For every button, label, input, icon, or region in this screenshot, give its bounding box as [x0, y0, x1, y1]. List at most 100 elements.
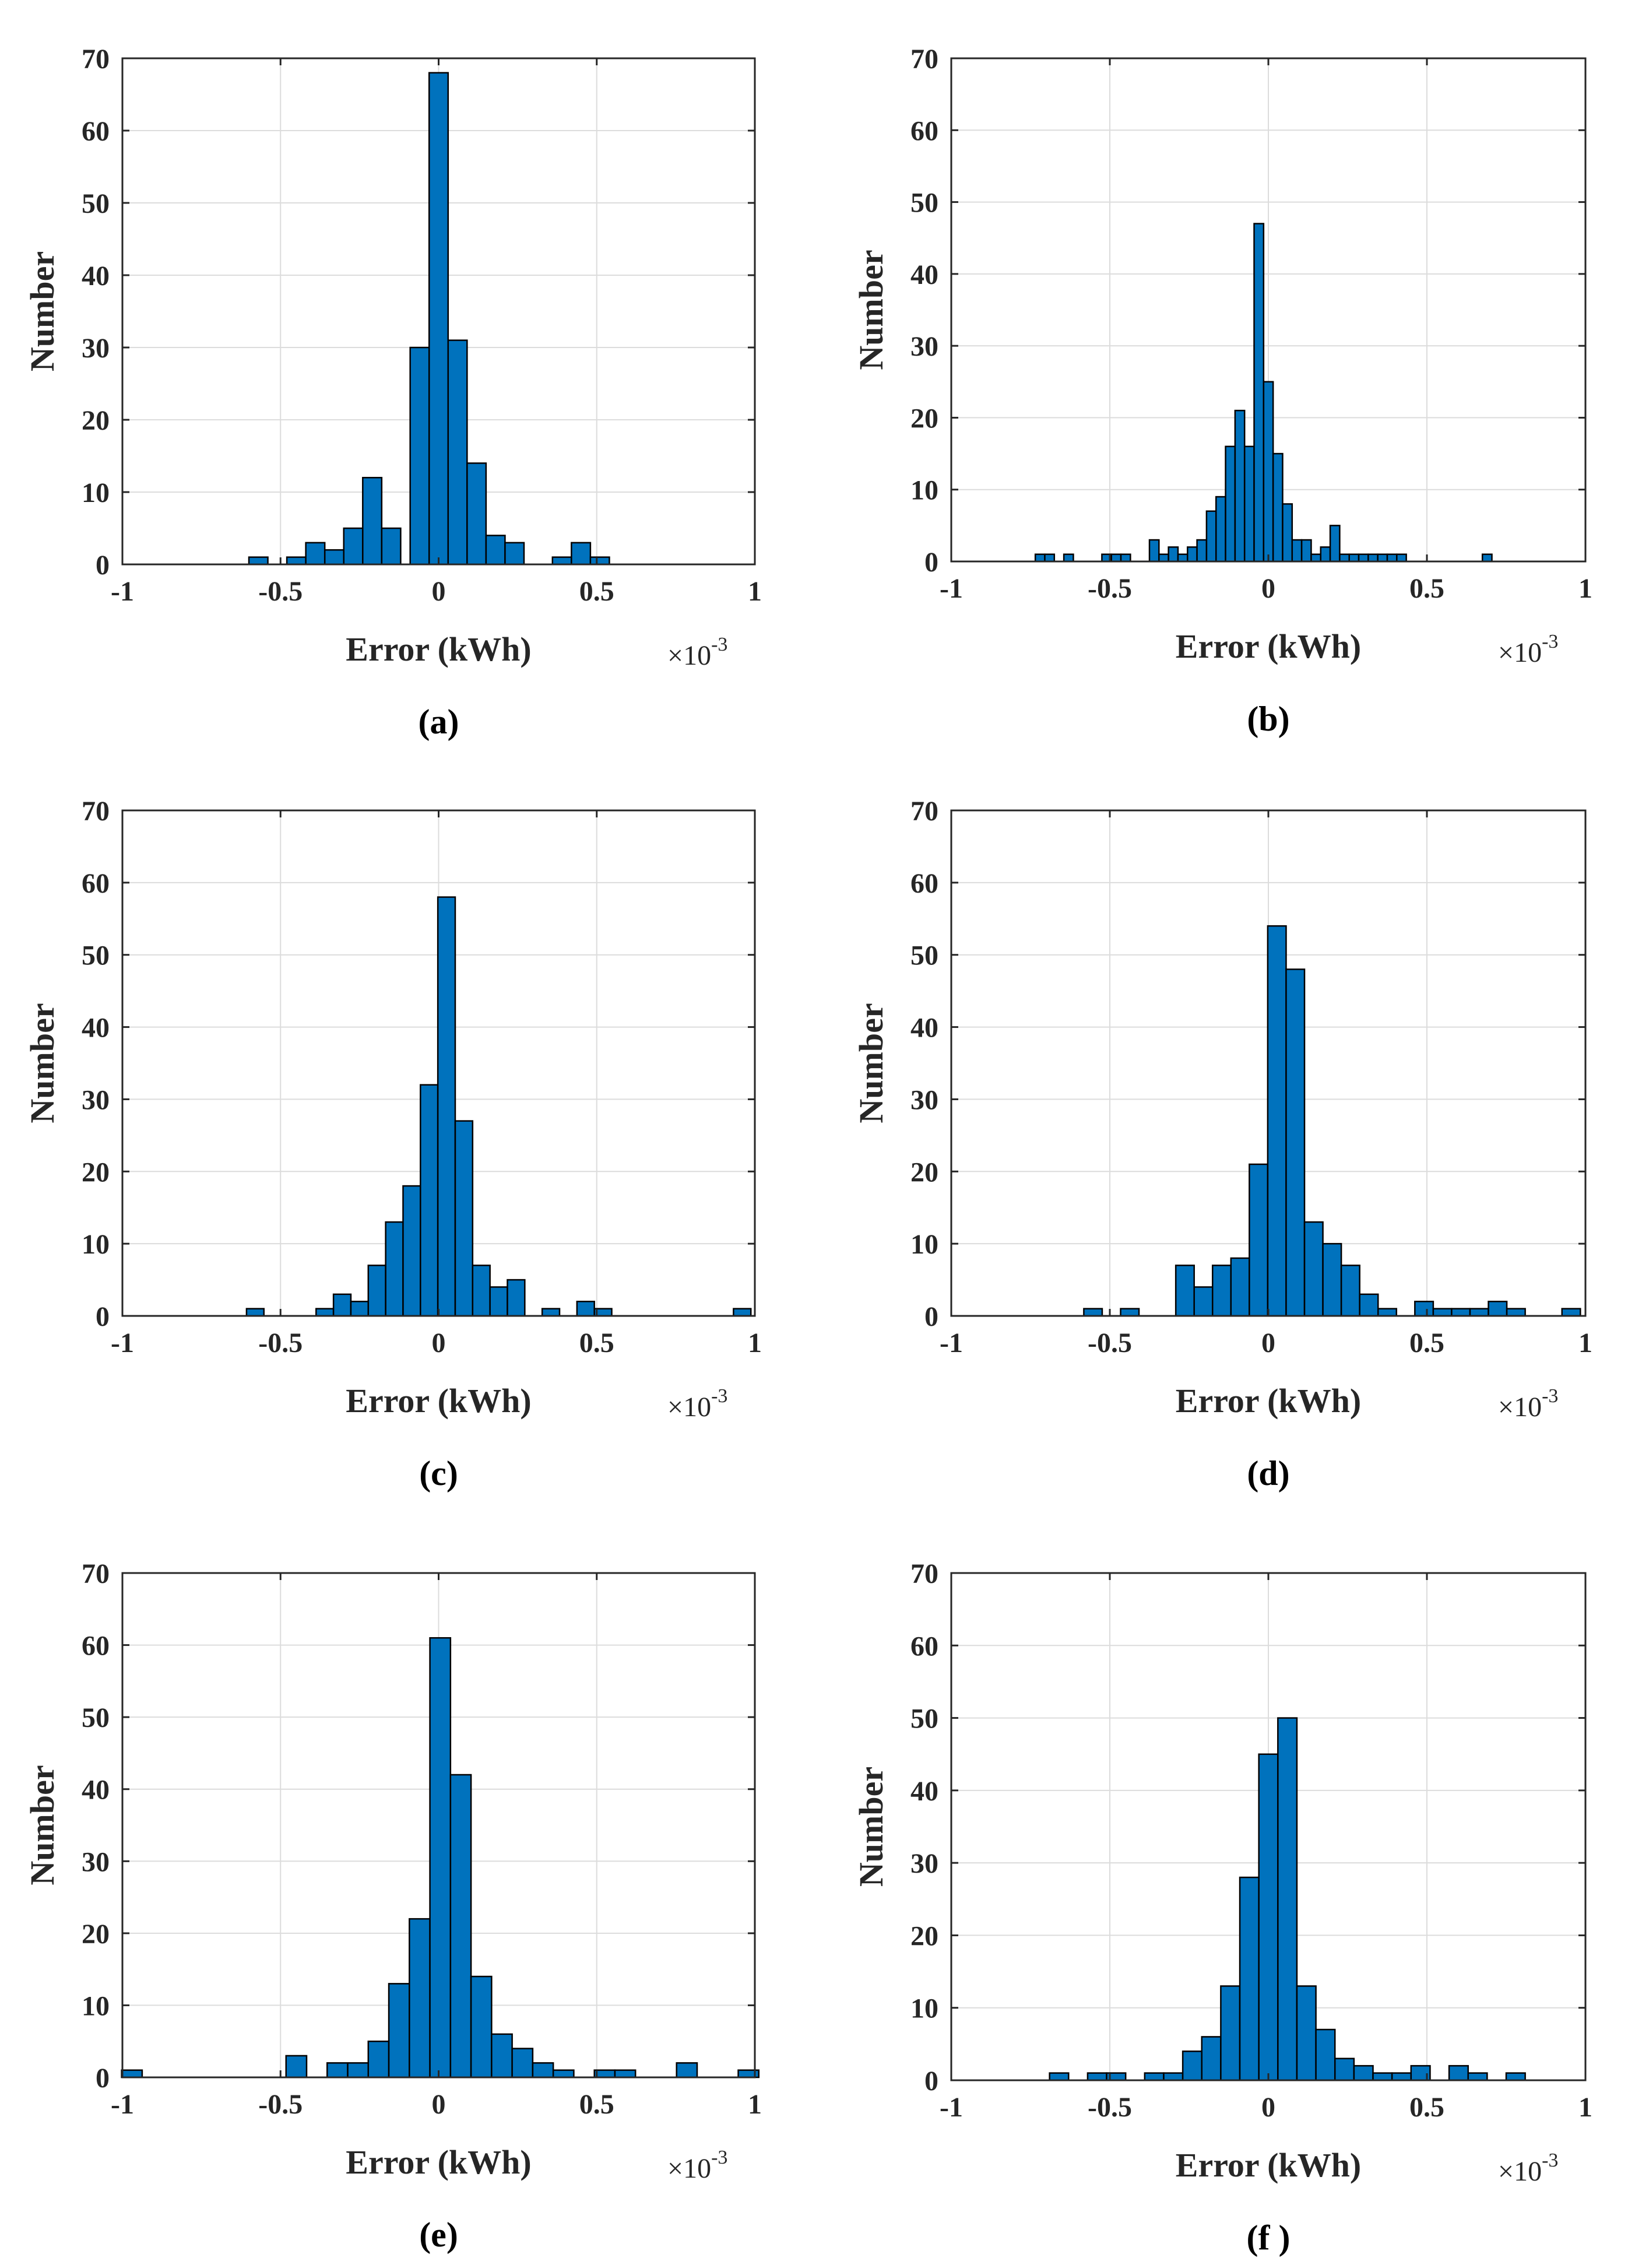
histogram-bar: [1234, 409, 1246, 563]
x-tick-label: -1: [111, 2089, 134, 2120]
exponent-power: -3: [711, 634, 727, 655]
histogram-bar: [454, 1120, 474, 1317]
histogram-bar: [385, 1221, 404, 1317]
y-tick-label: 20: [82, 1157, 110, 1188]
x-tick-label: 0.5: [579, 576, 614, 607]
x-tick-label: -0.5: [258, 576, 303, 607]
x-tick-label: -1: [940, 573, 963, 604]
panel-caption: (b): [1247, 700, 1289, 738]
histogram-bar: [1322, 1242, 1342, 1317]
histogram-bar: [1168, 546, 1179, 563]
histogram-bar: [1348, 553, 1360, 563]
y-tick-label: 60: [910, 868, 938, 899]
histogram-bar: [1205, 510, 1217, 563]
histogram-bar: [1239, 1876, 1260, 2081]
y-tick-label: 70: [910, 796, 938, 827]
histogram-bar: [326, 2062, 349, 2079]
x-tick-label: -0.5: [258, 1328, 303, 1358]
panel-caption: (f ): [1247, 2218, 1291, 2257]
histogram-bar: [733, 1308, 752, 1317]
panel-caption: (a): [419, 703, 459, 741]
histogram-bar: [1320, 546, 1331, 563]
x-tick-label: 0.5: [579, 2089, 614, 2120]
histogram-bar: [1083, 1308, 1103, 1317]
histogram-bar: [305, 542, 326, 566]
y-tick-label: 50: [82, 188, 110, 219]
histogram-bar: [1291, 539, 1303, 563]
histogram-bar: [343, 527, 364, 566]
x-tick-label: 0: [432, 576, 446, 607]
histogram-bar: [491, 2033, 513, 2079]
histogram-bar: [1488, 1300, 1508, 1317]
y-tick-label: 70: [82, 796, 110, 827]
histogram-bar: [1063, 553, 1074, 563]
x-tick-label: 0.5: [1409, 573, 1444, 604]
histogram-bar: [1243, 445, 1255, 563]
x-tick-label: 0: [1261, 573, 1275, 604]
y-tick-label: 50: [82, 940, 110, 971]
histogram-bar: [367, 1265, 386, 1317]
histogram-bar: [1315, 2028, 1336, 2081]
histogram-bar: [1049, 2072, 1070, 2081]
y-axis-label: Number: [23, 1765, 61, 1885]
y-tick-label: 40: [82, 261, 110, 292]
x-tick-label: 0.5: [1409, 1328, 1444, 1358]
histogram-bar: [1215, 496, 1226, 563]
x-tick-label: -0.5: [1088, 1328, 1132, 1358]
histogram-bar: [402, 1185, 421, 1317]
y-tick-label: 20: [82, 405, 110, 436]
x-tick-label: 1: [748, 576, 762, 607]
histogram-bar: [485, 535, 506, 566]
histogram-bar: [429, 1637, 452, 2079]
histogram-bar: [1505, 2072, 1526, 2081]
y-tick-label: 20: [910, 1157, 938, 1188]
histogram-bar: [245, 1308, 265, 1317]
histogram-bar: [1372, 2072, 1393, 2081]
histogram-bar: [1353, 2065, 1374, 2081]
histogram-bar: [676, 2062, 698, 2079]
y-tick-label: 70: [82, 44, 110, 75]
exponent-base: ×10: [1498, 637, 1542, 668]
histogram-bar: [541, 1308, 561, 1317]
x-axis-label: Error (kWh): [1176, 2146, 1361, 2184]
x-axis-exponent: ×10-3: [1498, 1385, 1558, 1423]
y-tick-label: 40: [82, 1013, 110, 1044]
exponent-base: ×10: [667, 1392, 711, 1423]
y-tick-label: 50: [82, 1702, 110, 1733]
x-tick-label: 0: [1261, 1328, 1275, 1358]
histogram-bar: [248, 556, 269, 566]
x-tick-label: 0: [1261, 2092, 1275, 2123]
histogram-bar: [1249, 1163, 1269, 1317]
histogram-bar: [420, 1084, 439, 1317]
histogram-bar: [1414, 1300, 1434, 1317]
histogram-bar: [1469, 1308, 1489, 1317]
histogram-bar: [1300, 539, 1312, 563]
histogram-bar: [388, 1983, 410, 2079]
y-tick-label: 60: [82, 868, 110, 899]
y-tick-label: 30: [910, 331, 938, 362]
y-tick-label: 10: [82, 478, 110, 508]
x-axis-exponent: ×10-3: [667, 634, 727, 671]
histogram-bar: [1212, 1265, 1232, 1317]
histogram-bar: [315, 1308, 335, 1317]
histogram-bar: [449, 1774, 472, 2079]
x-tick-label: 0.5: [1409, 2092, 1444, 2123]
histogram-bar: [1377, 1308, 1398, 1317]
histogram-bar: [576, 1300, 595, 1317]
panel-caption: (e): [419, 2216, 458, 2254]
x-axis-exponent: ×10-3: [667, 1385, 727, 1423]
histogram-bar: [1377, 553, 1388, 563]
histogram-bar: [437, 896, 456, 1317]
histogram-bar: [1467, 2072, 1488, 2081]
x-tick-label: 1: [1578, 1328, 1592, 1358]
histogram-bar: [552, 2069, 575, 2079]
exponent-power: -3: [1542, 631, 1558, 652]
histogram-bar: [1263, 381, 1274, 563]
x-tick-label: 0: [432, 2089, 446, 2120]
histogram-bar: [472, 1265, 491, 1317]
x-tick-label: -0.5: [1088, 2092, 1132, 2123]
